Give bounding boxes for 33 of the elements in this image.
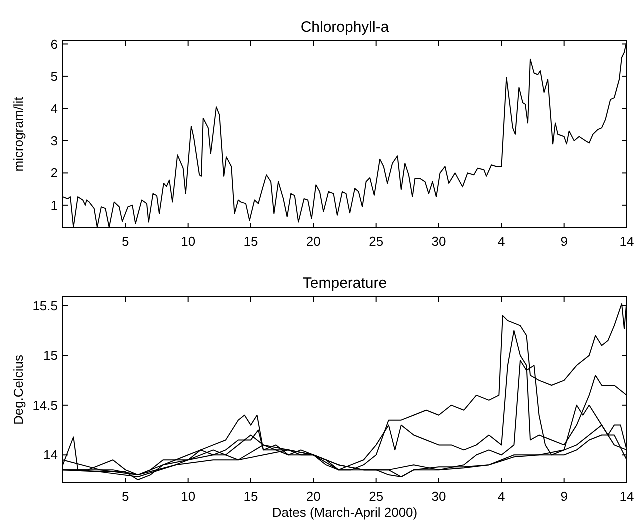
x-tick-label: 15 [244, 489, 258, 504]
x-tick-label: 4 [498, 234, 506, 249]
y-tick-label: 1 [50, 198, 58, 213]
x-tick-label: 20 [306, 489, 321, 504]
y-tick-label: 14 [44, 448, 58, 463]
x-tick-label: 5 [122, 489, 130, 504]
x-tick-label: 10 [181, 489, 196, 504]
x-axis-title: Dates (March-April 2000) [272, 505, 418, 520]
y-tick-label: 3 [50, 134, 58, 148]
chart-title: Temperature [302, 275, 388, 292]
x-tick-label: 20 [306, 234, 321, 249]
x-tick-label: 4 [498, 489, 506, 504]
x-tick-label: 5 [122, 234, 130, 249]
x-tick-label: 9 [560, 234, 568, 249]
y-tick-label: 4 [50, 101, 58, 116]
y-axis-title: microgram/lit [11, 96, 26, 172]
x-tick-label: 30 [432, 234, 446, 249]
x-tick-label: 25 [369, 489, 384, 504]
y-tick-label: 15.5 [32, 298, 58, 314]
y-axis-title: Deg.Celcius [11, 354, 26, 426]
y-tick-label: 14.5 [32, 398, 58, 413]
y-tick-label: 5 [50, 69, 58, 84]
x-tick-label: 15 [244, 234, 258, 249]
x-tick-label: 10 [181, 234, 196, 249]
y-tick-label: 2 [50, 166, 58, 181]
x-tick-label: 30 [432, 489, 446, 504]
y-tick-label: 6 [50, 36, 58, 52]
x-tick-label: 14 [620, 234, 634, 249]
chart-title: Chlorophyll-a [300, 19, 390, 36]
x-tick-label: 9 [560, 489, 568, 504]
x-tick-label: 25 [369, 234, 384, 249]
x-tick-label: 14 [620, 489, 634, 504]
y-tick-label: 15 [44, 348, 58, 364]
